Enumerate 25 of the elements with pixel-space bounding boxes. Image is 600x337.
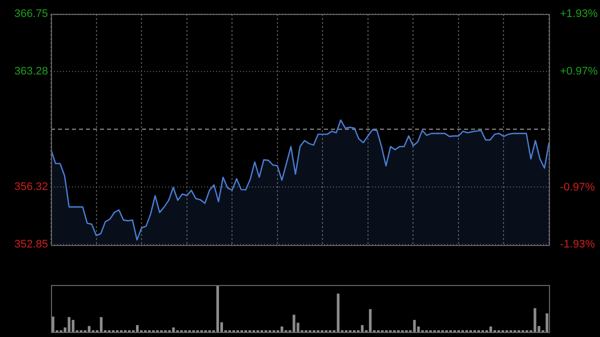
bar <box>68 317 70 332</box>
y2-tick-label: +1.93% <box>560 8 598 20</box>
bar <box>292 314 296 332</box>
bar <box>336 294 340 332</box>
bar <box>489 326 492 332</box>
y-tick-label: 366.75 <box>14 8 48 20</box>
bar <box>100 317 103 332</box>
y-tick-label: 356.32 <box>14 181 48 194</box>
y2-tick-label: -1.93% <box>560 238 596 251</box>
y2-tick-label: -0.97% <box>560 181 596 194</box>
bar <box>136 325 139 332</box>
bar <box>216 285 219 332</box>
bar <box>534 308 536 332</box>
bar <box>172 327 175 332</box>
bar <box>88 326 90 332</box>
bar <box>546 313 548 332</box>
bar <box>413 320 416 332</box>
y-tick-label: 363.28 <box>14 66 48 78</box>
bar <box>280 326 284 332</box>
bar <box>72 320 74 332</box>
bar <box>368 309 372 332</box>
bar <box>360 325 364 332</box>
y-tick-label: 352.85 <box>14 238 48 251</box>
bar <box>52 316 54 332</box>
y2-tick-label: +0.97% <box>560 65 598 78</box>
